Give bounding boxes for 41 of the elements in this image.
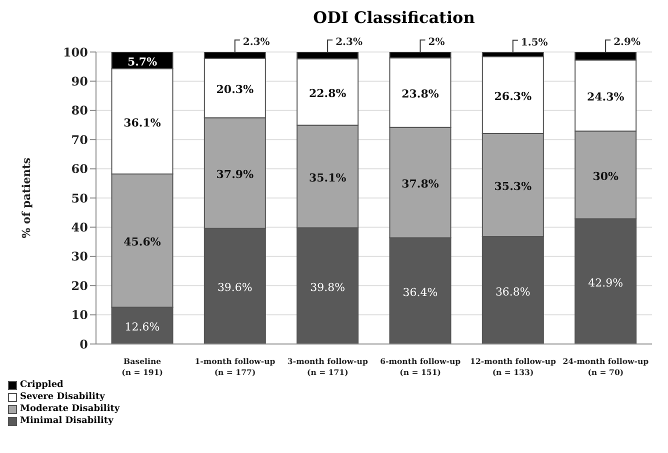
y-tick-label: 90 bbox=[71, 74, 88, 88]
data-label: 36.4% bbox=[402, 286, 438, 299]
legend-label: Minimal Disability bbox=[20, 416, 114, 426]
data-label: 30% bbox=[592, 170, 620, 183]
data-label: 36.8% bbox=[495, 285, 530, 298]
y-tick-label: 0 bbox=[80, 337, 88, 352]
y-tick-label: 40 bbox=[71, 220, 88, 234]
chart-title: ODI Classification bbox=[312, 8, 476, 28]
data-label: 36.1% bbox=[124, 116, 162, 130]
data-label: 1.5% bbox=[520, 37, 548, 48]
y-tick-label: 80 bbox=[71, 104, 88, 118]
data-label: 37.8% bbox=[402, 178, 440, 191]
y-tick-label: 100 bbox=[62, 45, 88, 60]
y-tick-label: 30 bbox=[71, 250, 88, 264]
data-label: 5.7% bbox=[127, 55, 158, 68]
data-label: 23.8% bbox=[402, 88, 440, 101]
data-label: 35.3% bbox=[494, 180, 532, 194]
legend-label: Moderate Disability bbox=[20, 404, 120, 414]
data-label: 37.9% bbox=[216, 168, 254, 182]
data-label: 24.3% bbox=[586, 90, 625, 104]
data-label: 2.3% bbox=[242, 37, 270, 48]
data-label: 39.6% bbox=[217, 281, 252, 294]
legend-label: Crippled bbox=[20, 380, 64, 390]
y-tick-label: 70 bbox=[71, 132, 88, 147]
data-label: 39.8% bbox=[310, 280, 346, 294]
data-label: 42.9% bbox=[588, 276, 624, 290]
data-label: 12.6% bbox=[124, 320, 160, 334]
data-label: 20.3% bbox=[216, 83, 254, 96]
y-tick-label: 50 bbox=[71, 191, 88, 206]
y-tick-label: 10 bbox=[71, 308, 88, 322]
y-axis-title: % of patients bbox=[20, 158, 33, 238]
y-tick-label: 20 bbox=[71, 278, 88, 293]
data-label: 22.8% bbox=[308, 87, 347, 100]
legend-label: Severe Disability bbox=[20, 392, 105, 402]
data-label: 2.9% bbox=[614, 37, 641, 48]
y-tick-label: 60 bbox=[71, 162, 88, 176]
data-label: 26.3% bbox=[494, 90, 532, 104]
data-label: 2% bbox=[428, 37, 446, 48]
data-label: 45.6% bbox=[124, 236, 162, 249]
data-label: 2.3% bbox=[336, 37, 363, 48]
data-label: 35.1% bbox=[308, 172, 347, 185]
